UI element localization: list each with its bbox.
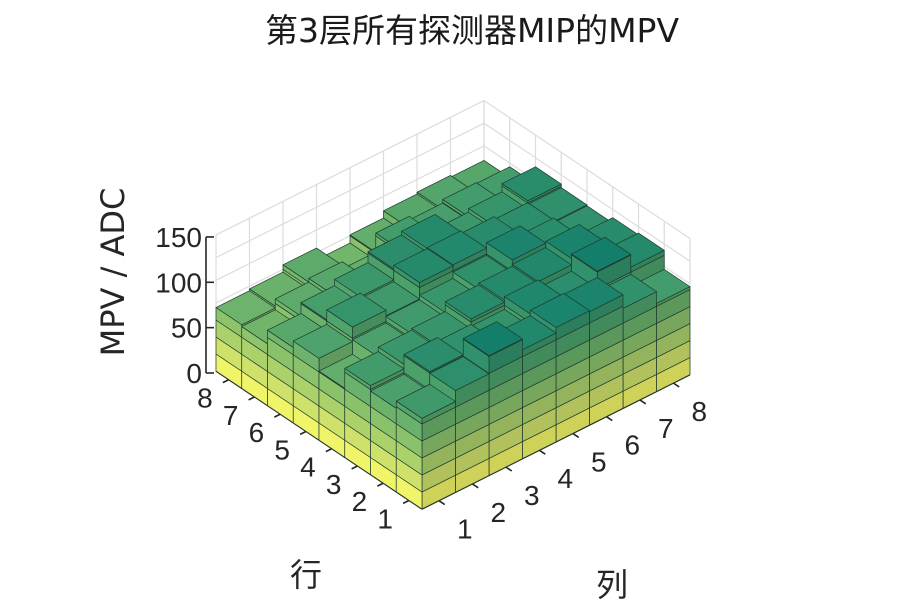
row-tick-label: 3 bbox=[326, 469, 342, 500]
col-tick-mark bbox=[639, 399, 647, 405]
col-tick-mark bbox=[438, 499, 446, 506]
bar-top-face bbox=[334, 262, 395, 297]
bar-top-face bbox=[215, 290, 276, 326]
z-axis-label: MPV / ADC bbox=[94, 188, 132, 357]
row-tick-label: 6 bbox=[249, 417, 265, 448]
bar-top-face bbox=[326, 292, 387, 328]
row-tick-label: 1 bbox=[377, 503, 393, 534]
row-tick-label: 7 bbox=[223, 400, 239, 431]
row-tick-mark bbox=[299, 430, 307, 436]
row-tick-mark bbox=[351, 465, 358, 470]
bar-top-face bbox=[444, 284, 505, 320]
bar-top-face bbox=[403, 337, 464, 372]
chart-title: 第3层所有探测器MIP的MPV bbox=[265, 11, 679, 50]
row-tick-mark bbox=[222, 378, 230, 384]
col-tick-label: 5 bbox=[591, 446, 607, 477]
row-tick-label: 5 bbox=[274, 434, 290, 465]
row-tick-label: 4 bbox=[300, 452, 316, 483]
bar-top-face bbox=[429, 356, 490, 391]
bar-top-face bbox=[426, 230, 487, 266]
bar-top-face bbox=[393, 248, 454, 283]
bar-top-face bbox=[462, 321, 523, 357]
bars bbox=[215, 160, 691, 510]
z-tick-label: 50 bbox=[171, 313, 202, 344]
x-axis-label: 行 bbox=[290, 556, 322, 594]
col-tick-mark bbox=[538, 449, 546, 455]
bar-top-face bbox=[529, 293, 590, 328]
bar bbox=[529, 293, 590, 443]
bar-top-face bbox=[511, 247, 572, 283]
row-tick-mark bbox=[402, 499, 410, 505]
z-tick-label: 0 bbox=[186, 358, 202, 389]
col-tick-mark bbox=[505, 466, 513, 472]
z-tick-label: 100 bbox=[155, 267, 202, 298]
bar bbox=[395, 383, 456, 510]
col-tick-label: 1 bbox=[457, 514, 473, 545]
bar-top-face bbox=[486, 225, 547, 261]
bar-top-face bbox=[571, 236, 632, 272]
row-tick-label: 8 bbox=[197, 383, 213, 414]
col-tick-label: 3 bbox=[524, 480, 540, 511]
col-tick-mark bbox=[471, 483, 479, 489]
row-tick-mark bbox=[325, 447, 333, 453]
col-tick-label: 2 bbox=[490, 497, 506, 528]
bar-top-face bbox=[501, 166, 562, 202]
bar-top-face bbox=[395, 383, 456, 419]
row-tick-mark bbox=[274, 413, 281, 418]
col-tick-label: 6 bbox=[624, 430, 640, 461]
col-tick-mark bbox=[672, 382, 680, 388]
col-tick-mark bbox=[605, 415, 613, 422]
row-tick-mark bbox=[377, 482, 384, 487]
col-tick-label: 7 bbox=[658, 413, 674, 444]
col-tick-mark bbox=[572, 432, 580, 439]
z-tick-label: 150 bbox=[155, 222, 202, 253]
col-tick-label: 4 bbox=[557, 463, 573, 494]
row-tick-label: 2 bbox=[352, 486, 368, 517]
col-tick-label: 8 bbox=[691, 396, 707, 427]
bar-top-face bbox=[292, 323, 353, 359]
row-tick-mark bbox=[248, 396, 255, 401]
bar-top-face bbox=[344, 351, 405, 386]
y-axis-label: 列 bbox=[596, 566, 628, 604]
